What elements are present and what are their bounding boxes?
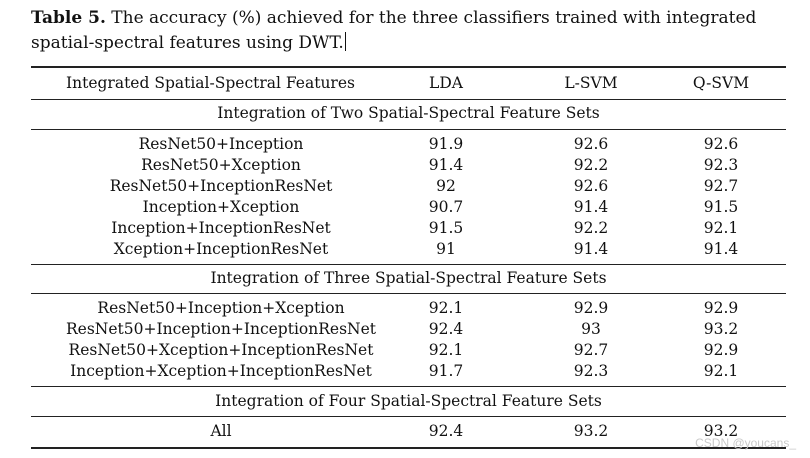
table-row: Inception+Xception+InceptionResNet 91.7 … (31, 361, 786, 382)
section-rule-four (31, 416, 786, 417)
lsvm-value: 92.6 (573, 135, 609, 153)
table-row: ResNet50+Xception+InceptionResNet 92.1 9… (31, 340, 786, 361)
lsvm-value: 91.4 (573, 240, 609, 258)
lda-value: 92.4 (428, 320, 464, 338)
feature-name: Inception+Xception (142, 198, 300, 216)
lsvm-value: 92.3 (573, 362, 609, 380)
lda-value: 92 (436, 177, 456, 195)
qsvm-value: 92.7 (703, 177, 739, 195)
lda-value: 91.9 (428, 135, 464, 153)
lsvm-value: 92.2 (573, 219, 609, 237)
qsvm-value: 93.2 (703, 320, 739, 338)
feature-name: ResNet50+Xception+InceptionResNet (68, 341, 374, 359)
table-row: Xception+InceptionResNet 91 91.4 91.4 (31, 239, 786, 260)
table-row: Inception+Xception 90.7 91.4 91.5 (31, 197, 786, 218)
qsvm-value: 93.2 (703, 422, 739, 440)
table-row: ResNet50+Inception+Xception 92.1 92.9 92… (31, 298, 786, 319)
qsvm-value: 92.1 (703, 219, 739, 237)
table-row: Inception+InceptionResNet 91.5 92.2 92.1 (31, 218, 786, 239)
table-row: ResNet50+Xception 91.4 92.2 92.3 (31, 155, 786, 176)
lda-value: 91.4 (428, 156, 464, 174)
feature-name: All (210, 422, 232, 440)
lsvm-value: 92.9 (573, 299, 609, 317)
watermark: CSDN @youcans_ (695, 436, 796, 450)
bottom-rule (31, 447, 786, 449)
table-row: ResNet50+Inception+InceptionResNet 92.4 … (31, 319, 786, 340)
lda-value: 91.7 (428, 362, 464, 380)
qsvm-value: 91.4 (703, 240, 739, 258)
lsvm-value: 93.2 (573, 422, 609, 440)
feature-name: Inception+InceptionResNet (111, 219, 331, 237)
lda-value: 91.5 (428, 219, 464, 237)
qsvm-value: 92.6 (703, 135, 739, 153)
feature-name: Inception+Xception+InceptionResNet (70, 362, 372, 380)
section-title-four: Integration of Four Spatial-Spectral Fea… (215, 392, 602, 410)
lsvm-value: 91.4 (573, 198, 609, 216)
top-rule (31, 66, 786, 68)
header-rule (31, 99, 786, 100)
feature-name: ResNet50+Inception+InceptionResNet (66, 320, 376, 338)
caption-text: The accuracy (%) achieved for the three … (31, 8, 757, 53)
lda-value: 92.1 (428, 341, 464, 359)
feature-name: ResNet50+InceptionResNet (109, 177, 333, 195)
lsvm-value: 93 (581, 320, 601, 338)
feature-name: ResNet50+Xception (141, 156, 301, 174)
section-rule-three (31, 293, 786, 294)
feature-name: Xception+InceptionResNet (113, 240, 329, 258)
section-title-two: Integration of Two Spatial-Spectral Feat… (217, 104, 600, 122)
qsvm-value: 92.3 (703, 156, 739, 174)
qsvm-value: 92.9 (703, 341, 739, 359)
lda-value: 92.1 (428, 299, 464, 317)
lda-value: 90.7 (428, 198, 464, 216)
header-lsvm: L-SVM (564, 74, 618, 92)
feature-name: ResNet50+Inception (138, 135, 304, 153)
text-cursor (344, 32, 346, 51)
table-row: ResNet50+InceptionResNet 92 92.6 92.7 (31, 176, 786, 197)
lsvm-value: 92.2 (573, 156, 609, 174)
lsvm-value: 92.7 (573, 341, 609, 359)
lda-value: 92.4 (428, 422, 464, 440)
header-lda: LDA (429, 74, 463, 92)
section-title-three: Integration of Three Spatial-Spectral Fe… (210, 269, 607, 287)
table-row: ResNet50+Inception 91.9 92.6 92.6 (31, 134, 786, 155)
feature-name: ResNet50+Inception+Xception (97, 299, 345, 317)
section-rule-top-three (31, 264, 786, 265)
header-qsvm: Q-SVM (692, 74, 750, 92)
section-rule-two (31, 129, 786, 130)
lda-value: 91 (436, 240, 456, 258)
table-caption: Table 5. The accuracy (%) achieved for t… (31, 6, 801, 56)
header-features: Integrated Spatial-Spectral Features (66, 74, 355, 92)
qsvm-value: 92.1 (703, 362, 739, 380)
header-row: Integrated Spatial-Spectral Features LDA… (31, 73, 786, 94)
lsvm-value: 92.6 (573, 177, 609, 195)
qsvm-value: 91.5 (703, 198, 739, 216)
section-rule-top-four (31, 386, 786, 387)
qsvm-value: 92.9 (703, 299, 739, 317)
table-row: All 92.4 93.2 93.2 (31, 421, 786, 442)
caption-label: Table 5. (31, 8, 106, 28)
